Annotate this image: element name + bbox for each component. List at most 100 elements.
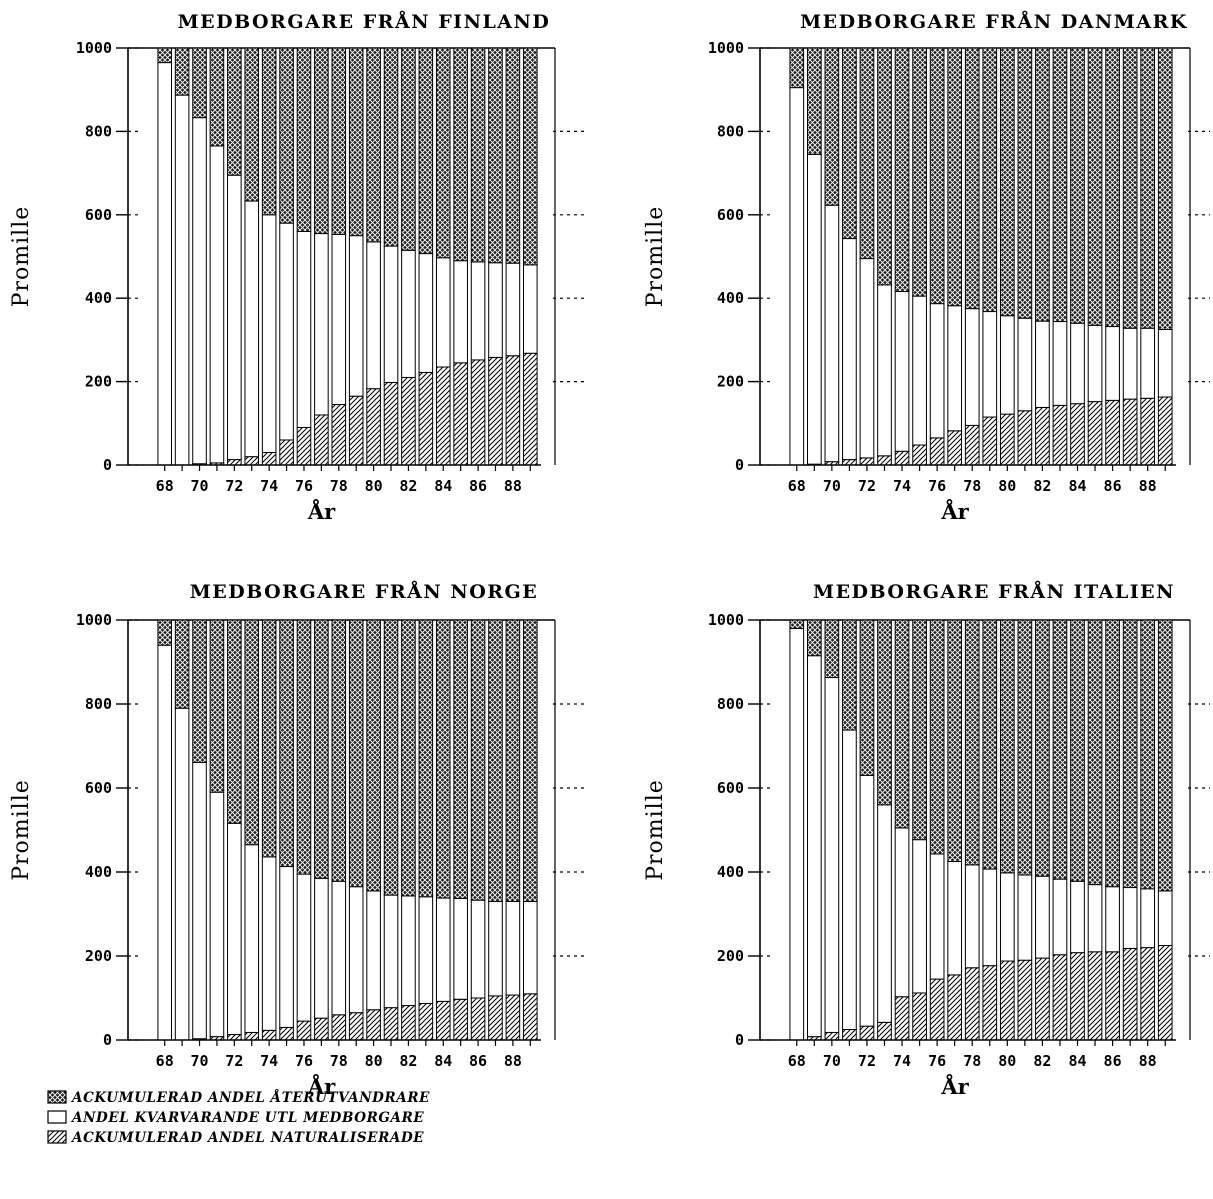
bar-segment-returned (999, 47, 1015, 317)
bar-84 (1070, 47, 1085, 466)
bar-segment-remaining (894, 827, 910, 998)
bar-segment-naturalized (1070, 403, 1085, 466)
bar-segment-returned (505, 47, 521, 264)
y-tick-label: 800 (717, 695, 744, 713)
x-tick-label: 68 (788, 1052, 806, 1070)
bar-segment-remaining (859, 774, 875, 1027)
bar-76 (296, 47, 312, 466)
bar-segment-returned (401, 619, 416, 897)
bar-segment-returned (523, 47, 538, 266)
bar-segment-returned (401, 47, 416, 251)
bar-segment-remaining (1105, 886, 1120, 953)
bar-79 (348, 619, 364, 1041)
bar-segment-remaining (209, 145, 225, 464)
bar-segment-returned (1157, 47, 1173, 330)
bar-segment-remaining (470, 899, 486, 999)
bar-segment-returned (842, 47, 857, 240)
bar-segment-returned (789, 47, 805, 89)
y-axis-label: Promille (643, 206, 668, 308)
y-tick-label: 1000 (76, 39, 112, 57)
bar-70 (824, 619, 840, 1041)
bar-74 (894, 47, 910, 466)
y-tick-label: 0 (103, 1031, 112, 1049)
legend-swatch-remaining (47, 1110, 67, 1124)
bar-segment-remaining (894, 291, 910, 452)
bar-segment-returned (859, 619, 875, 776)
bar-segment-naturalized (227, 459, 242, 466)
bar-segment-remaining (244, 200, 260, 458)
bar-79 (348, 47, 364, 466)
bar-segment-naturalized (1140, 947, 1156, 1041)
bar-segment-remaining (435, 257, 451, 368)
bar-segment-remaining (1157, 328, 1173, 398)
x-tick-label: 76 (295, 477, 313, 495)
bar-segment-naturalized (1087, 951, 1103, 1041)
bar-segment-naturalized (401, 376, 416, 466)
bar-segment-returned (296, 619, 312, 875)
x-tick-label: 78 (963, 477, 981, 495)
bar-segment-remaining (964, 864, 980, 969)
bar-segment-naturalized (947, 974, 963, 1041)
bar-segment-returned (1140, 619, 1156, 890)
bar-segment-returned (435, 619, 451, 899)
bar-77 (314, 47, 329, 466)
bar-segment-remaining (947, 861, 963, 976)
x-tick-label: 86 (469, 1052, 487, 1070)
bar-segment-returned (1035, 619, 1050, 877)
bar-segment-returned (1017, 619, 1033, 876)
bar-73 (877, 47, 892, 466)
bar-segment-remaining (999, 872, 1015, 962)
bar-segment-naturalized (453, 998, 468, 1041)
bar-segment-returned (348, 619, 364, 888)
y-tick-label: 200 (717, 947, 744, 965)
bar-segment-remaining (1070, 322, 1085, 405)
bar-segment-returned (824, 619, 840, 679)
bar-segment-remaining (227, 822, 242, 1036)
bar-segment-naturalized (1035, 406, 1050, 466)
y-tick-label: 600 (85, 206, 112, 224)
bar-75 (912, 619, 927, 1041)
bar-71 (209, 47, 225, 466)
bar-segment-remaining (877, 284, 892, 457)
x-tick-label: 80 (365, 477, 383, 495)
bar-segment-naturalized (1070, 952, 1085, 1041)
bar-70 (192, 47, 207, 466)
bar-segment-remaining (523, 900, 538, 995)
bar-87 (1122, 619, 1138, 1041)
bar-segment-naturalized (1017, 959, 1033, 1041)
bar-segment-remaining (505, 900, 521, 996)
bar-88 (505, 619, 521, 1041)
bar-segment-naturalized (929, 437, 945, 466)
bar-segment-remaining (227, 174, 242, 461)
bar-81 (1017, 619, 1033, 1041)
bar-segment-naturalized (1052, 954, 1068, 1041)
bar-segment-returned (1157, 619, 1173, 892)
x-tick-label: 70 (190, 1052, 208, 1070)
bar-segment-returned (505, 619, 521, 902)
x-tick-label: 76 (928, 477, 946, 495)
bar-segment-returned (244, 619, 260, 846)
bar-segment-returned (1017, 47, 1033, 319)
bar-76 (929, 47, 945, 466)
bar-segment-returned (366, 47, 381, 243)
bar-segment-remaining (348, 886, 364, 1014)
bar-segment-remaining (192, 761, 207, 1040)
bar-83 (418, 47, 434, 466)
x-tick-label: 72 (225, 477, 243, 495)
bar-78 (331, 47, 347, 466)
bar-segment-naturalized (314, 1017, 329, 1041)
bar-segment-naturalized (279, 1026, 294, 1041)
bar-segment-naturalized (470, 997, 486, 1041)
legend-swatch-naturalized (47, 1130, 67, 1144)
y-tick-label: 600 (85, 779, 112, 797)
bar-86 (470, 47, 486, 466)
y-axis-label: Promille (9, 779, 34, 881)
x-tick-label: 78 (963, 1052, 981, 1070)
bar-segment-naturalized (859, 457, 875, 466)
bar-76 (929, 619, 945, 1041)
bar-segment-returned (209, 47, 225, 147)
y-tick-label: 1000 (708, 39, 744, 57)
bar-75 (279, 619, 294, 1041)
bar-segment-naturalized (261, 451, 277, 466)
bar-segment-naturalized (824, 1031, 840, 1041)
